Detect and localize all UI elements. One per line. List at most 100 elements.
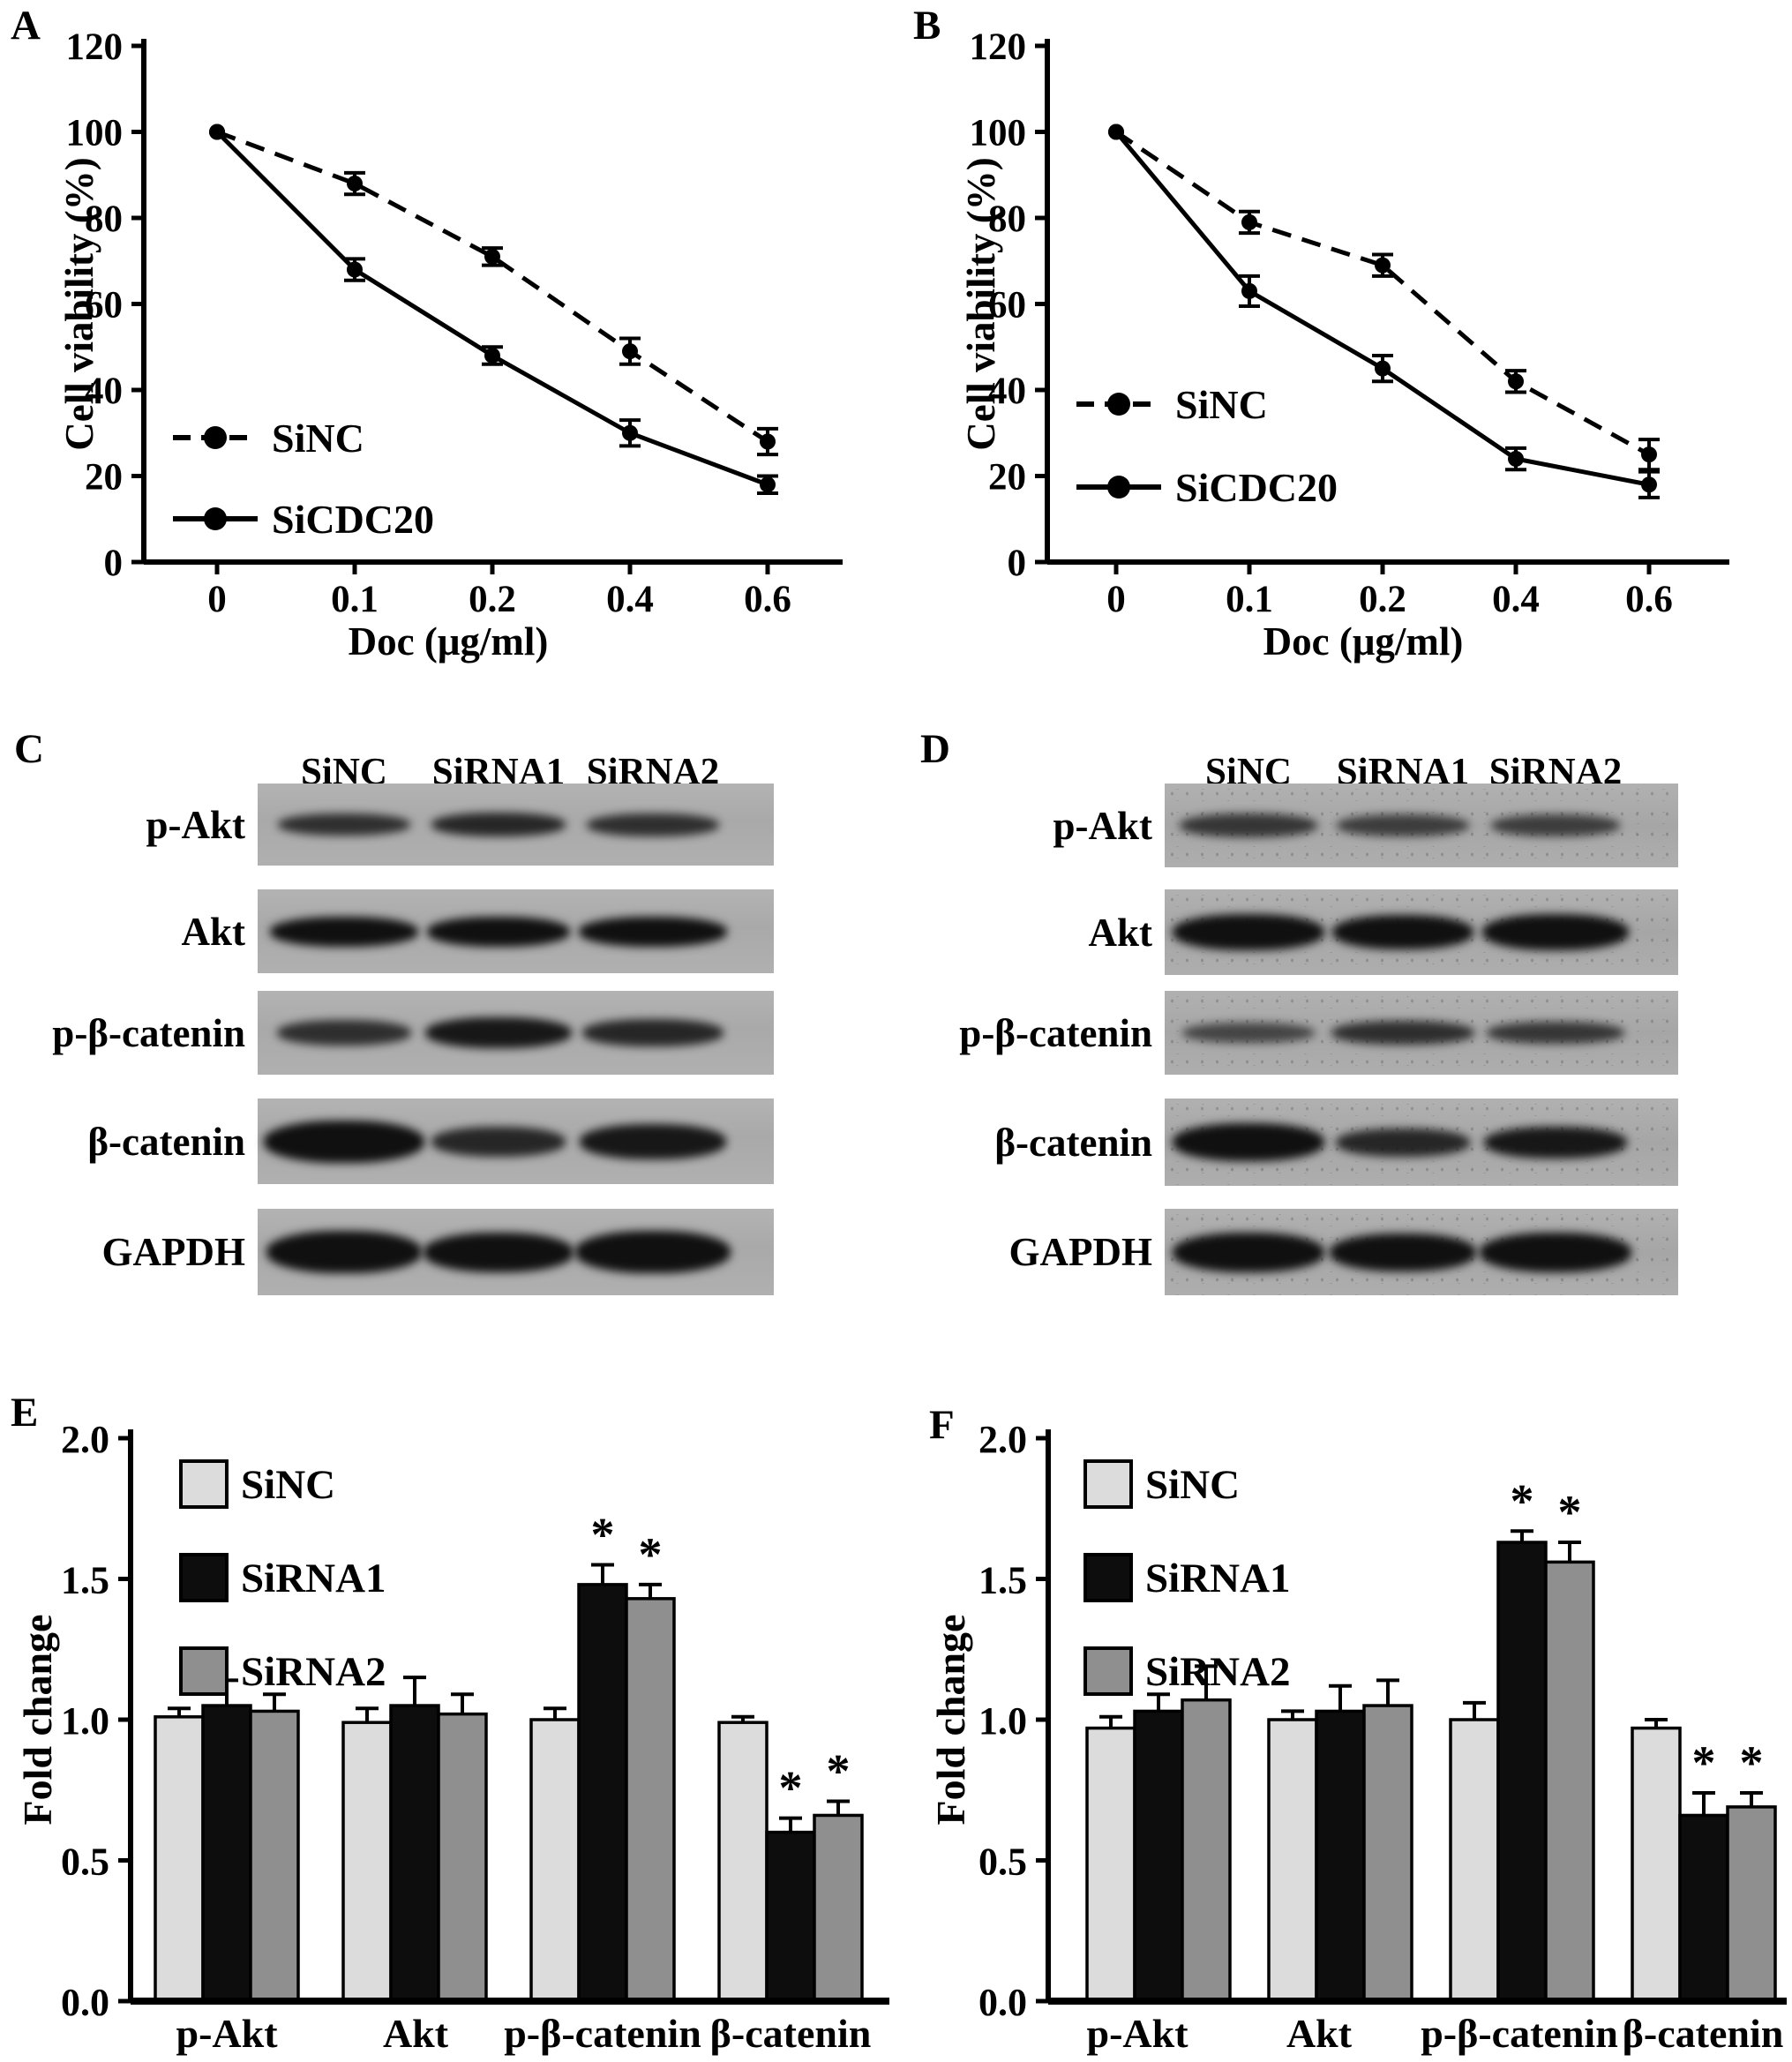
bar-sinc-3 <box>1449 1718 1500 2003</box>
x-axis-category-label: p-Akt <box>1086 2011 1188 2056</box>
blot-strip-4 <box>258 1098 774 1184</box>
row-label: Akt <box>181 909 245 954</box>
data-point-marker <box>209 124 225 140</box>
blot-strip-4 <box>1165 1098 1678 1186</box>
bar-sinc-2 <box>341 1721 393 2003</box>
panel-f-label: F <box>929 1402 955 1448</box>
blot-band <box>427 916 570 947</box>
blot-band <box>580 1123 726 1159</box>
legend-swatch <box>1083 1459 1133 1509</box>
data-point-marker <box>760 433 776 450</box>
panel-d: D SiNC SiRNA1 SiRNA2 p-Akt Akt p-β-catenin β-c… <box>896 688 1792 1376</box>
series-sinc-line <box>1114 130 1651 457</box>
y-axis-tick-label: 80 <box>85 199 123 240</box>
y-axis-tick-label: 80 <box>988 199 1026 240</box>
y-axis-tick-label: 1.5 <box>61 1559 109 1602</box>
panel-c-western-blot: SiNC SiRNA1 SiRNA2 p-Akt Akt p-β-catenin β-cat… <box>0 688 896 1376</box>
data-point-marker <box>1108 124 1124 140</box>
x-axis-title: Doc (μg/ml) <box>349 619 549 664</box>
bar-sirna1-3 <box>1496 1541 1548 2003</box>
x-axis-tick-label: 0.4 <box>1492 579 1540 620</box>
blot-band <box>278 814 410 836</box>
legend-swatch-marker <box>1107 393 1130 416</box>
panel-e: E 0.0 0.5 1.0 1.5 2.0 Fold change p-Akt Akt * * p-… <box>0 1376 896 2062</box>
blot-band <box>1173 914 1324 950</box>
panel-b-line-chart: 0 20 40 60 80 100 120 0 0.1 0.2 0.4 0.6 Doc (μg/ml) C… <box>959 26 1729 664</box>
y-axis-tick-label: 0.5 <box>978 1841 1027 1884</box>
row-label: p-Akt <box>1053 803 1152 848</box>
legend-label: SiRNA1 <box>1145 1556 1291 1601</box>
blot-band <box>266 1231 422 1273</box>
y-axis-tick-label: 60 <box>85 285 123 326</box>
y-axis-tick-label: 1.0 <box>61 1699 109 1743</box>
significance-asterisk: * <box>1511 1474 1534 1527</box>
y-axis-tick-label: 40 <box>85 371 123 412</box>
significance-asterisk: * <box>639 1528 663 1581</box>
blot-band <box>1487 1022 1624 1044</box>
y-axis-tick-label: 2.0 <box>61 1418 109 1461</box>
blot-band <box>1336 1128 1470 1157</box>
panel-b-label: B <box>913 3 941 49</box>
panel-d-western-blot: SiNC SiRNA1 SiRNA2 p-Akt Akt p-β-catenin β-cat… <box>896 688 1792 1376</box>
blot-strip-1 <box>1165 784 1678 867</box>
y-axis-title: Fold change <box>15 1615 60 1826</box>
blot-band <box>1480 1232 1631 1272</box>
x-axis-tick-label: 0.4 <box>606 579 654 620</box>
legend-label: SiCDC20 <box>1175 465 1338 510</box>
blot-strip-5 <box>1165 1209 1678 1295</box>
panel-a-line-chart: 0 20 40 60 80 100 120 0 0.1 0.2 0.4 0.6 Doc (μg/ml) C… <box>57 26 843 664</box>
data-point-marker <box>622 343 638 360</box>
x-axis-category-label: p-Akt <box>176 2011 278 2056</box>
x-axis-category-label: Akt <box>383 2011 449 2056</box>
data-point-marker <box>622 424 638 441</box>
blot-band <box>1180 814 1317 837</box>
blot-band <box>425 1017 572 1048</box>
x-axis-title: Doc (μg/ml) <box>1263 619 1464 664</box>
blot-band <box>431 1126 566 1157</box>
data-point-marker <box>1241 282 1257 299</box>
x-axis-category-label: β-catenin <box>1623 2011 1784 2056</box>
panel-b: B 0 20 40 60 80 100 120 0 0.1 0.2 0.4 0.6 Doc (μg/ml… <box>896 0 1792 688</box>
legend-label: SiCDC20 <box>272 497 434 542</box>
data-point-marker <box>347 176 363 191</box>
legend-swatch <box>179 1553 229 1602</box>
bar-sirna2-1 <box>249 1709 300 2003</box>
y-axis-title: Cell viability (%) <box>57 157 101 450</box>
blot-band <box>431 813 566 836</box>
bar-sirna1-1 <box>201 1704 252 2003</box>
y-axis-title: Fold change <box>928 1615 973 1826</box>
blot-band <box>1331 1021 1474 1045</box>
y-axis-tick-label: 100 <box>66 113 124 154</box>
x-axis-category-label: p-β-catenin <box>1421 2011 1618 2056</box>
blot-band <box>1173 1123 1324 1161</box>
data-point-marker <box>1641 446 1657 463</box>
bar-sinc-1 <box>154 1715 205 2003</box>
blot-strip-3 <box>258 991 774 1075</box>
bar-sinc-2 <box>1267 1718 1318 2003</box>
y-axis-tick-label: 0.0 <box>61 1981 109 2024</box>
bar-sirna2-3 <box>625 1597 676 2003</box>
y-axis-tick-label: 20 <box>988 457 1026 499</box>
x-axis-category-label: β-catenin <box>710 2011 872 2056</box>
x-axis-tick-label: 0.6 <box>1625 579 1673 620</box>
legend-label: SiRNA1 <box>241 1556 386 1601</box>
x-axis-tick-label: 0 <box>207 579 227 620</box>
blot-band <box>1482 914 1629 950</box>
x-axis-tick-label: 0.1 <box>1226 579 1273 620</box>
bar-sirna2-4 <box>813 1813 864 2003</box>
y-axis-tick-label: 60 <box>988 285 1026 326</box>
data-point-marker <box>1508 451 1524 467</box>
bar-sirna2-1 <box>1181 1698 1232 2003</box>
significance-asterisk: * <box>1740 1736 1764 1789</box>
y-axis-title: Cell viability (%) <box>959 157 1003 450</box>
row-label: Akt <box>1088 910 1152 955</box>
row-label: p-Akt <box>146 802 245 847</box>
legend-label: SiNC <box>241 1462 335 1508</box>
bar-sirna2-2 <box>437 1712 488 2003</box>
significance-asterisk: * <box>827 1745 851 1798</box>
blot-strip-1 <box>258 784 774 866</box>
y-axis-tick-label: 0 <box>1008 543 1027 584</box>
blot-band <box>1330 1233 1476 1271</box>
y-axis-tick-label: 1.5 <box>978 1559 1027 1602</box>
row-label: β-catenin <box>994 1120 1152 1165</box>
